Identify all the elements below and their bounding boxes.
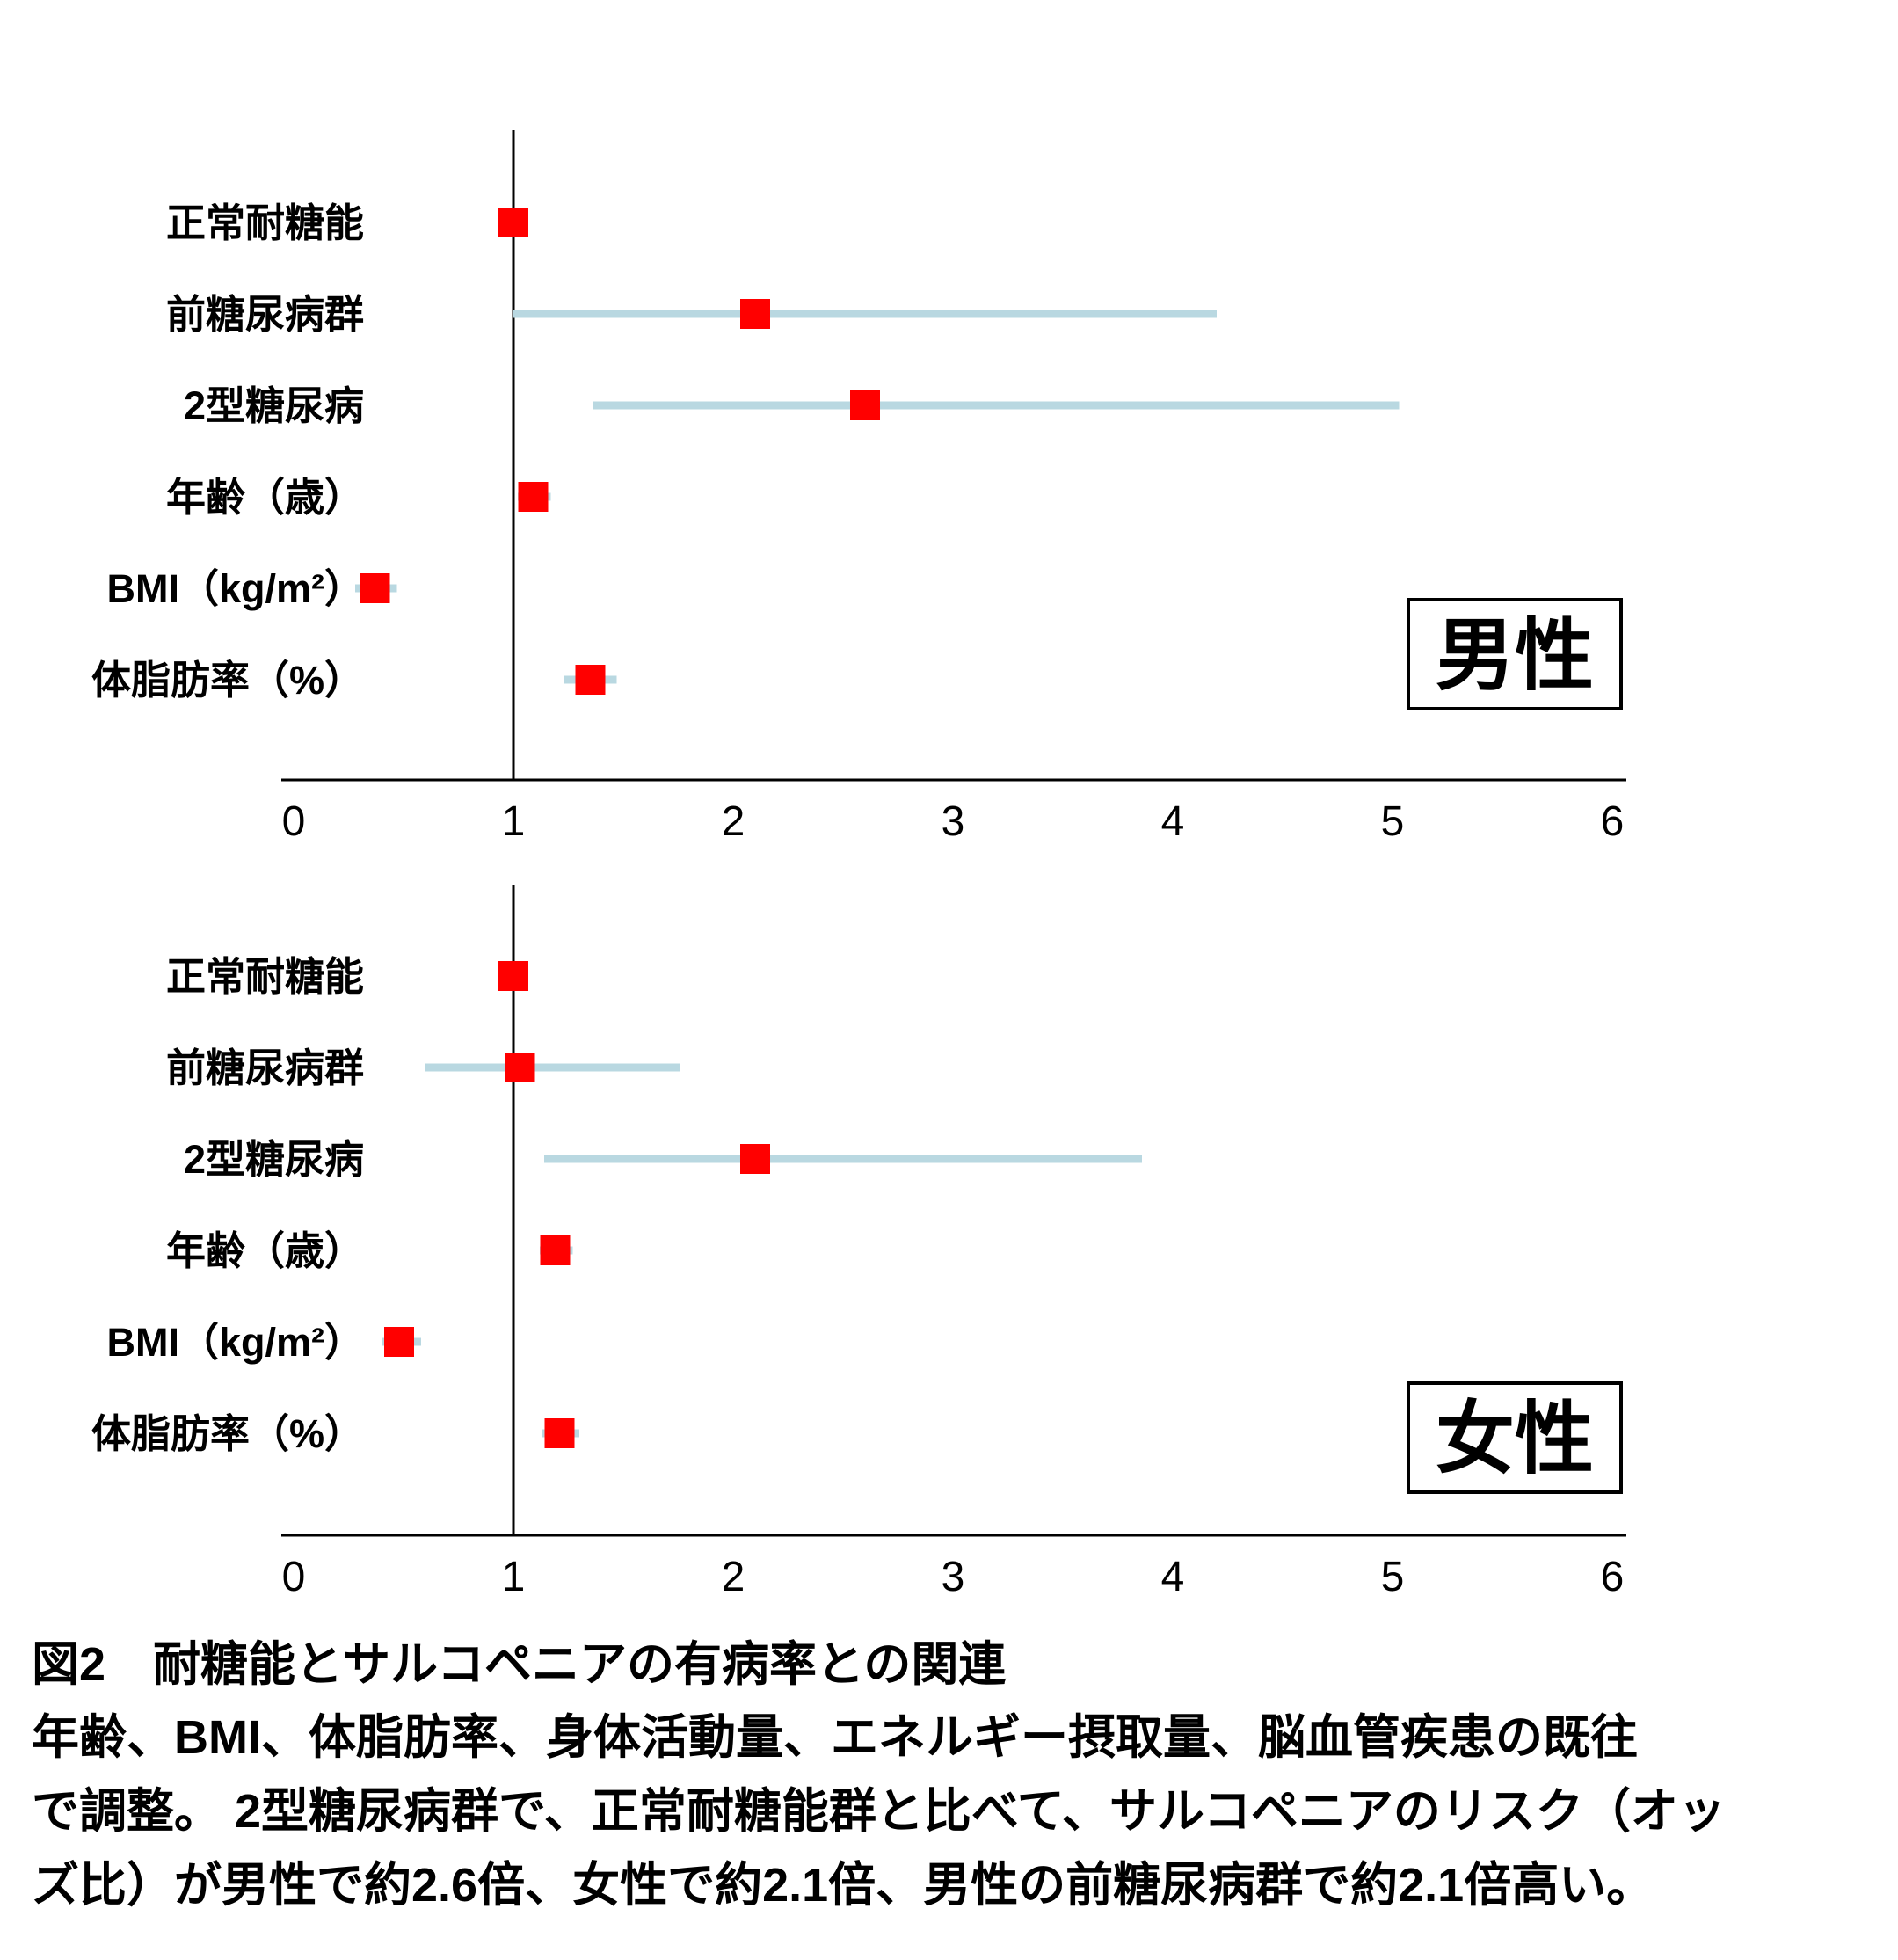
x-tick-label: 0 <box>282 1554 306 1600</box>
point-marker <box>544 1418 575 1448</box>
figure-caption: 図2 耐糖能とサルコペニアの有病率との関連 年齢、BMI、体脂肪率、身体活動量、… <box>32 1628 1869 1922</box>
x-tick-label: 4 <box>1161 798 1185 845</box>
caption-line-1: 年齢、BMI、体脂肪率、身体活動量、エネルギー摂取量、脳血管疾患の既往 <box>32 1711 1638 1764</box>
x-tick-label: 6 <box>1601 1554 1625 1600</box>
category-label: 正常耐糖能 <box>166 200 364 245</box>
x-tick-label: 2 <box>722 1554 745 1600</box>
x-tick-label: 1 <box>502 1554 526 1600</box>
x-tick-label: 4 <box>1161 1554 1185 1600</box>
category-label: 2型糖尿病 <box>184 1137 364 1182</box>
category-label: 体脂肪率（%） <box>91 1411 364 1456</box>
panel-label-box <box>1407 1381 1623 1494</box>
point-marker <box>518 482 549 512</box>
category-label: 2型糖尿病 <box>184 383 364 428</box>
point-marker <box>740 1144 770 1174</box>
caption-line-3: ズ比）が男性で約2.6倍、女性で約2.1倍、男性の前糖尿病群で約2.1倍高い。 <box>32 1859 1654 1912</box>
x-tick-label: 3 <box>942 798 965 845</box>
point-marker <box>384 1327 414 1357</box>
category-label: 正常耐糖能 <box>166 954 364 999</box>
point-marker <box>575 665 606 695</box>
x-tick-label: 2 <box>722 798 745 845</box>
point-marker <box>360 573 390 603</box>
category-label: 前糖尿病群 <box>166 292 364 337</box>
point-marker <box>540 1235 571 1265</box>
category-label: 前糖尿病群 <box>166 1046 364 1090</box>
category-label: 体脂肪率（%） <box>91 658 364 703</box>
point-marker <box>505 1053 535 1082</box>
x-tick-label: 5 <box>1381 798 1405 845</box>
point-marker <box>498 208 528 237</box>
category-label: 年齢（歳） <box>166 1228 364 1273</box>
point-marker <box>498 961 528 991</box>
x-tick-label: 6 <box>1601 798 1625 845</box>
panel-label: 男性 <box>1436 612 1594 700</box>
forest-plots: 0 1 2 3 4 5 6正常耐糖能前糖尿病群2型糖尿病年齢（歳）BMI（kg/m²）体脂肪… <box>91 130 1626 1600</box>
x-tick-label: 3 <box>942 1554 965 1600</box>
caption-line-2: で調整。 2型糖尿病群で、正常耐糖能群と比べて、サルコペニアのリスク（オッ <box>32 1785 1726 1838</box>
category-label: 年齢（歳） <box>166 475 364 520</box>
point-marker <box>850 390 880 420</box>
panel-label: 女性 <box>1436 1395 1594 1483</box>
x-tick-label: 1 <box>502 798 526 845</box>
x-tick-label: 5 <box>1381 1554 1405 1600</box>
x-tick-label: 0 <box>282 798 306 845</box>
category-label: BMI（kg/m²） <box>106 1320 364 1365</box>
caption-title: 図2 耐糖能とサルコペニアの有病率との関連 <box>32 1638 1007 1691</box>
point-marker <box>740 299 770 329</box>
category-label: BMI（kg/m²） <box>106 566 364 611</box>
panel-label-box <box>1407 598 1623 710</box>
